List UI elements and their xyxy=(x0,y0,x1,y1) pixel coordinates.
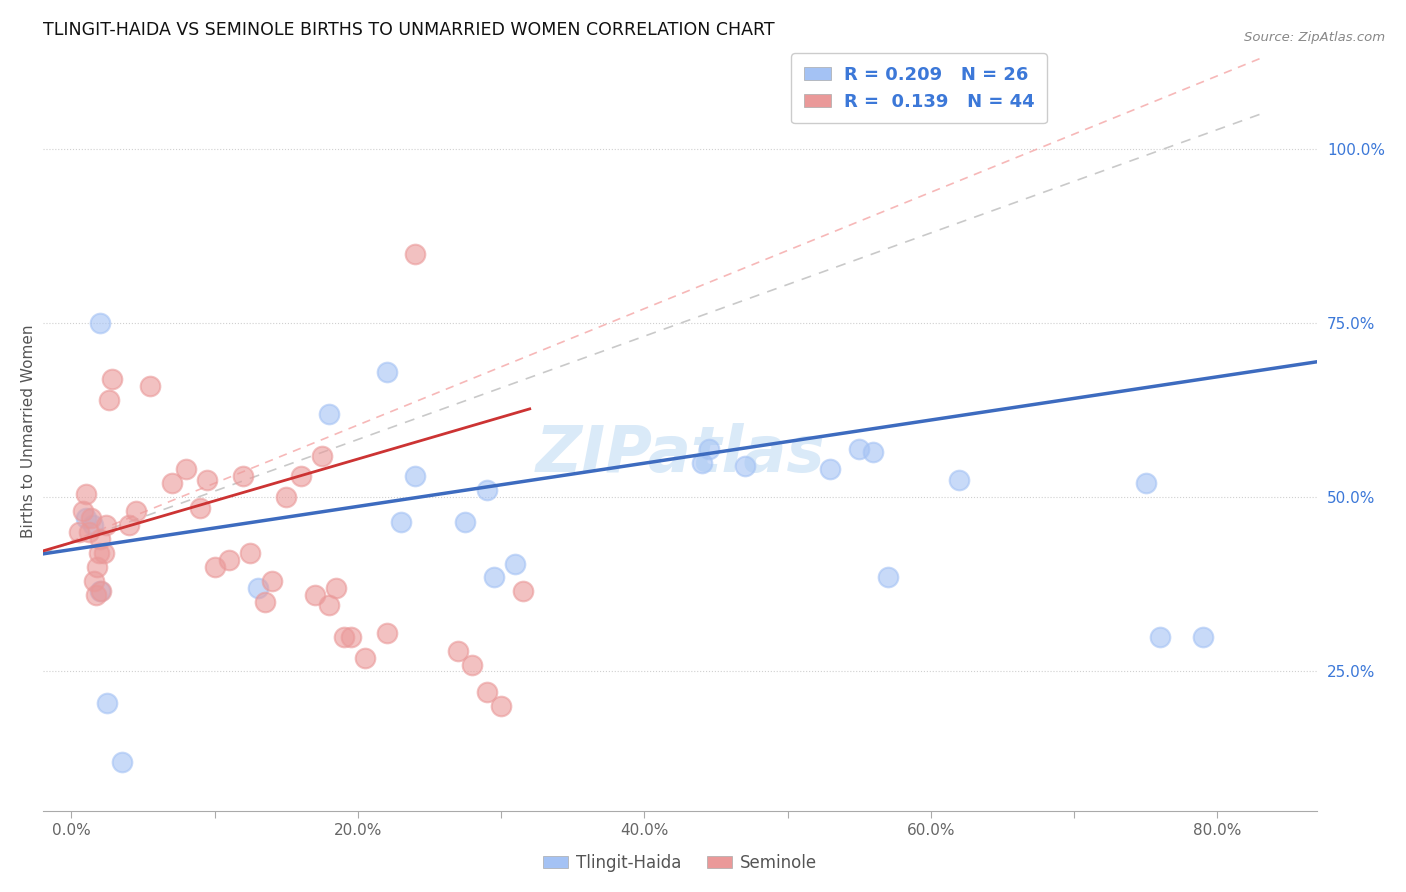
Point xyxy=(118,518,141,533)
Point xyxy=(304,588,326,602)
Point xyxy=(80,511,103,525)
Point xyxy=(83,574,105,588)
Point xyxy=(354,650,377,665)
Point xyxy=(276,491,298,505)
Point xyxy=(93,546,115,560)
Point xyxy=(375,365,398,379)
Point xyxy=(239,546,262,560)
Point xyxy=(67,525,90,540)
Legend: Tlingit-Haida, Seminole: Tlingit-Haida, Seminole xyxy=(536,847,824,879)
Text: TLINGIT-HAIDA VS SEMINOLE BIRTHS TO UNMARRIED WOMEN CORRELATION CHART: TLINGIT-HAIDA VS SEMINOLE BIRTHS TO UNMA… xyxy=(42,21,775,39)
Point xyxy=(447,643,470,657)
Point xyxy=(160,476,183,491)
Point xyxy=(260,574,283,588)
Point xyxy=(125,504,148,518)
Point xyxy=(1192,630,1215,644)
Point xyxy=(75,511,97,525)
Point xyxy=(1149,630,1171,644)
Point xyxy=(197,473,219,487)
Point xyxy=(505,557,527,571)
Point xyxy=(404,246,426,260)
Point xyxy=(848,442,870,456)
Point xyxy=(482,570,505,584)
Point xyxy=(332,630,354,644)
Point xyxy=(318,599,340,613)
Point xyxy=(72,504,94,518)
Point xyxy=(512,584,534,599)
Point xyxy=(94,518,117,533)
Point xyxy=(389,515,412,529)
Point xyxy=(862,445,884,459)
Point xyxy=(325,581,347,595)
Point xyxy=(404,469,426,483)
Point xyxy=(100,372,122,386)
Point xyxy=(97,392,120,407)
Point xyxy=(318,407,340,421)
Point xyxy=(110,755,132,769)
Point xyxy=(697,442,720,456)
Point xyxy=(86,560,108,574)
Point xyxy=(84,588,107,602)
Point xyxy=(475,483,498,498)
Point xyxy=(876,570,898,584)
Point xyxy=(489,699,512,714)
Point xyxy=(734,458,756,473)
Point xyxy=(461,657,484,672)
Point xyxy=(475,685,498,699)
Point xyxy=(82,518,104,533)
Point xyxy=(311,449,333,463)
Point xyxy=(89,584,111,599)
Y-axis label: Births to Unmarried Women: Births to Unmarried Women xyxy=(21,325,35,538)
Point xyxy=(454,515,477,529)
Point xyxy=(89,316,111,330)
Point xyxy=(1135,476,1157,491)
Point xyxy=(246,581,269,595)
Point xyxy=(90,584,112,599)
Point xyxy=(690,456,713,470)
Point xyxy=(375,626,398,640)
Point xyxy=(75,487,97,501)
Text: Source: ZipAtlas.com: Source: ZipAtlas.com xyxy=(1244,31,1385,45)
Point xyxy=(290,469,312,483)
Point xyxy=(204,560,226,574)
Point xyxy=(77,525,100,540)
Point xyxy=(253,595,276,609)
Point xyxy=(232,469,254,483)
Point xyxy=(174,462,197,476)
Point xyxy=(89,532,111,546)
Point xyxy=(820,462,842,476)
Point xyxy=(218,553,240,567)
Point xyxy=(96,696,118,710)
Point xyxy=(188,500,211,515)
Point xyxy=(948,473,970,487)
Point xyxy=(139,379,162,393)
Point xyxy=(339,630,361,644)
Text: ZIPatlas: ZIPatlas xyxy=(536,423,825,485)
Point xyxy=(87,546,110,560)
